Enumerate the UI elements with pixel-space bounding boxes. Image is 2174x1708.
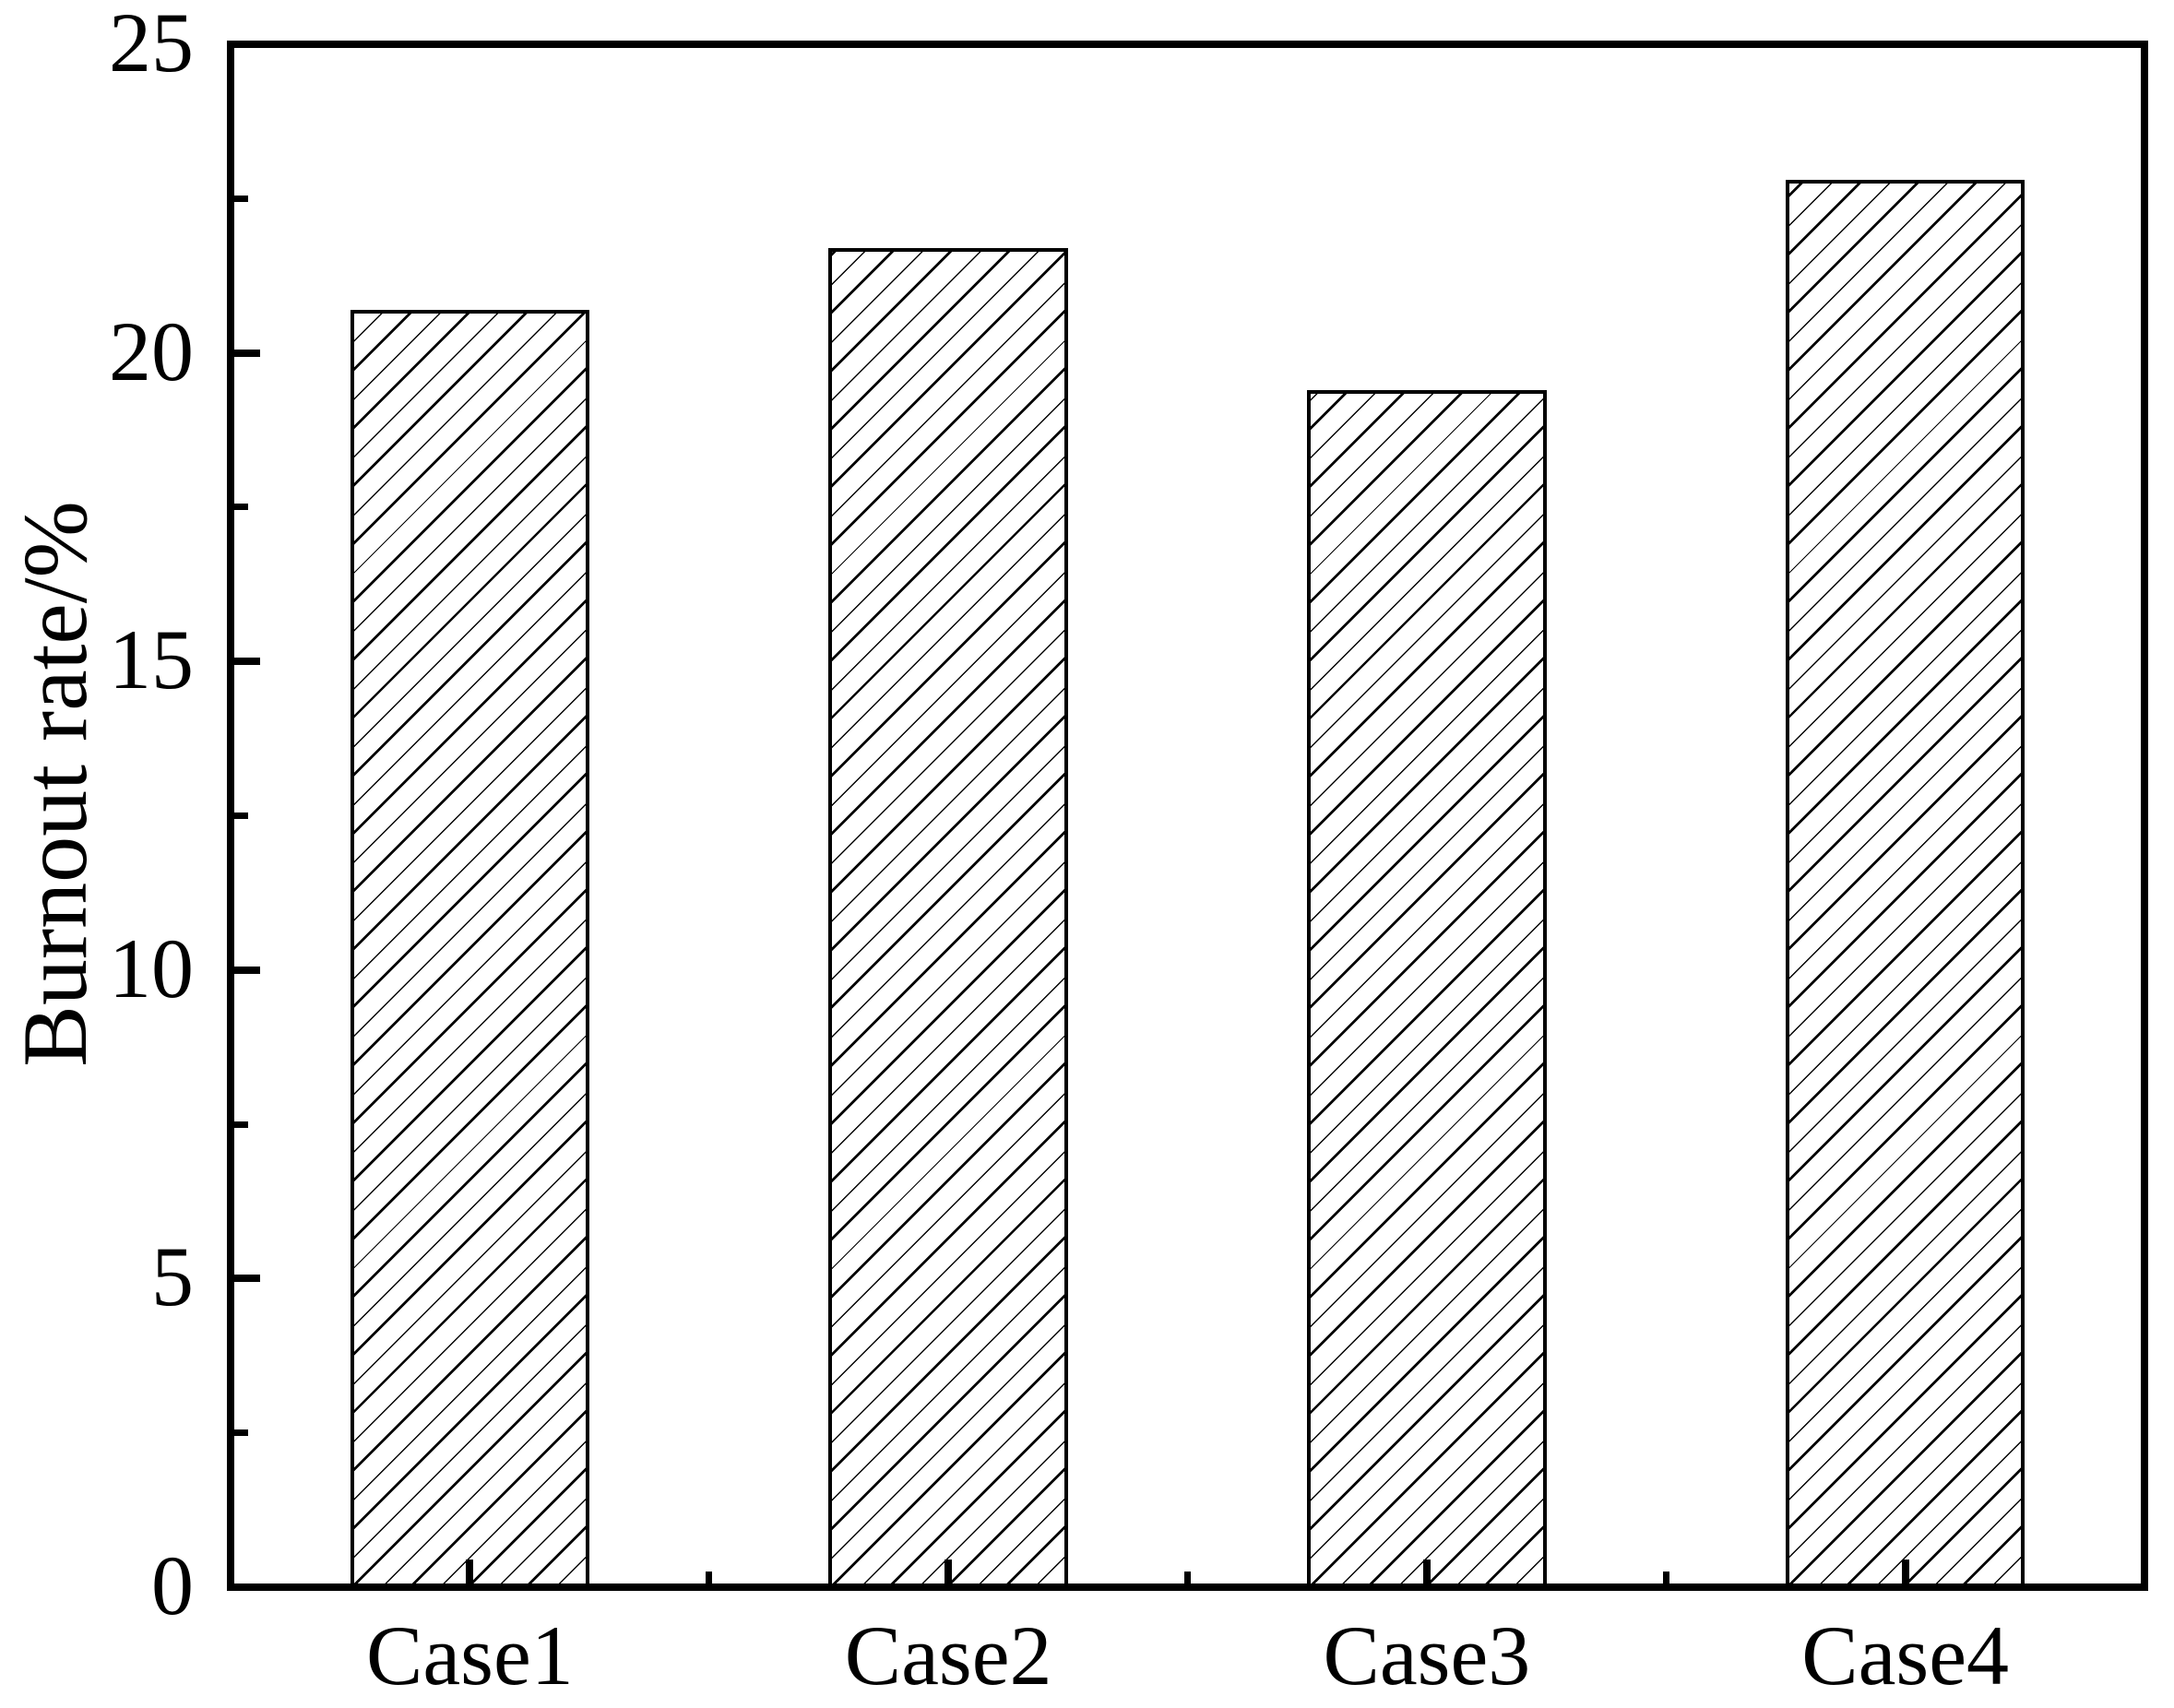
y-minor-tick (231, 812, 248, 819)
x-tick-label: Case3 (1323, 1608, 1531, 1702)
y-minor-tick (231, 504, 248, 511)
x-minor-tick (706, 1572, 713, 1587)
x-tick-label: Case2 (844, 1608, 1052, 1702)
y-major-tick (231, 1583, 260, 1591)
y-axis-title: Burnout rate/% (4, 501, 106, 1067)
y-tick-label: 5 (151, 1229, 194, 1324)
x-major-tick (1901, 1560, 1909, 1587)
x-minor-tick (1184, 1572, 1191, 1587)
y-tick-label: 25 (109, 0, 194, 90)
y-minor-tick (231, 195, 248, 202)
x-minor-tick (1662, 1572, 1669, 1587)
x-tick-label: Case1 (365, 1608, 574, 1702)
x-major-tick (466, 1560, 474, 1587)
y-tick-label: 20 (109, 303, 194, 398)
y-major-tick (231, 1275, 260, 1283)
x-major-tick (1422, 1560, 1431, 1587)
bar-case4 (1785, 180, 2026, 1587)
bar-case1 (350, 309, 590, 1587)
axis-ticks-layer (231, 41, 2144, 1591)
y-major-tick (231, 966, 260, 974)
x-major-tick (944, 1560, 953, 1587)
bars-layer (231, 44, 2144, 1587)
y-tick-label: 0 (151, 1538, 194, 1633)
y-minor-tick (231, 1121, 248, 1128)
bar-case3 (1307, 389, 1547, 1587)
y-major-tick (231, 658, 260, 666)
x-tick-label: Case4 (1801, 1608, 2010, 1702)
bar-case2 (828, 247, 1068, 1587)
y-minor-tick (231, 1429, 248, 1437)
y-major-tick (231, 349, 260, 357)
y-major-tick (231, 41, 260, 48)
